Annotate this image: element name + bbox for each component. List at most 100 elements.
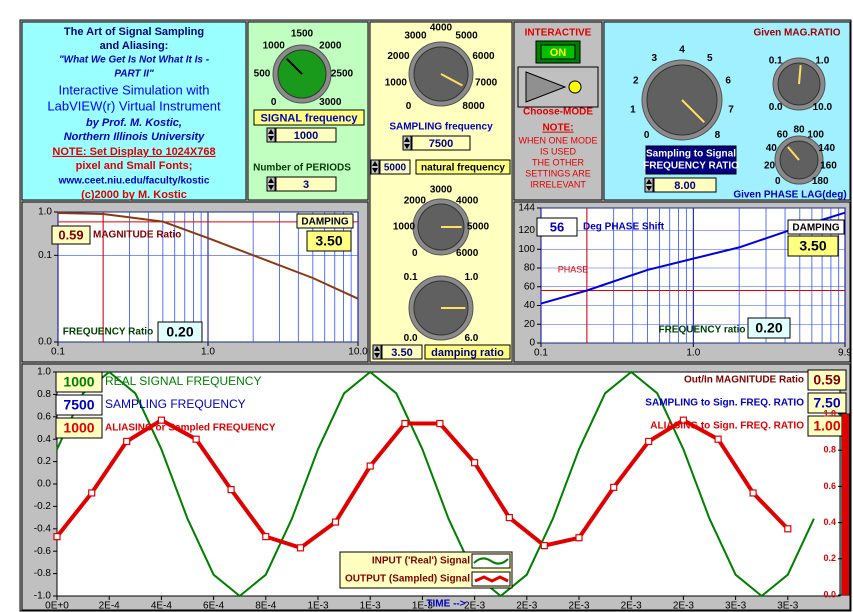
knob-scale-label: 10.0	[813, 102, 833, 113]
x-tick-label: 0.1	[51, 347, 65, 358]
knob-scale-label: 0	[775, 176, 781, 187]
x-tick-label: 2E-4	[99, 601, 121, 612]
readout-label: ALIASING or Sampled FREQUENCY	[105, 423, 276, 434]
knob-scale-label: 7000	[475, 78, 498, 89]
title-line: (c)2000 by M. Kostic	[81, 189, 187, 201]
sample-point	[54, 534, 60, 540]
knob-scale-label: 8	[715, 130, 721, 141]
y-tick-label: 0.4	[37, 434, 51, 445]
knob-scale-label: 100	[807, 130, 824, 141]
x-tick-label: 1.0	[201, 347, 215, 358]
knob-scale-label: 1.0	[815, 55, 829, 66]
y-tick-label: 120	[518, 225, 535, 236]
natural-frequency-label: natural frequency	[421, 163, 505, 174]
phase-shift-value: 56	[550, 219, 564, 234]
gauge-label: 1.0	[823, 408, 836, 418]
x-tick-label: 8E-4	[255, 601, 277, 612]
gauge-fill	[842, 414, 849, 595]
y-tick-label: 1.0	[38, 207, 52, 218]
sample-point	[124, 438, 130, 444]
sample-point	[437, 421, 443, 427]
sample-point	[472, 460, 478, 466]
frequency-label: FREQUENCY Ratio	[63, 327, 153, 338]
x-tick-label: 2E-3	[516, 601, 538, 612]
knob-scale-label: 6.0	[464, 333, 478, 344]
knob-scale-label: 5	[707, 53, 713, 64]
gauge-label: 0.2	[823, 553, 836, 563]
x-tick-label: 3E-3	[777, 601, 799, 612]
readout-label: Out/In MAGNITUDE Ratio	[684, 375, 804, 386]
sample-point	[367, 463, 373, 469]
sample-point	[332, 519, 338, 525]
x-tick-label: 1.0	[686, 348, 700, 359]
ratio-label: FREQUENCY RATIO	[643, 161, 739, 172]
knob-scale-label: 80	[793, 125, 805, 136]
knob-scale-label: 20	[764, 160, 776, 171]
knob-scale-label: 160	[820, 160, 837, 171]
mag-title: Given MAG.RATIO	[753, 28, 840, 39]
damping-label: DAMPING	[792, 223, 839, 234]
frequency-label: FREQUENCY ratio	[658, 325, 745, 336]
sample-point	[263, 534, 269, 540]
knob-scale-label: 0	[406, 101, 412, 112]
knob-scale-label: 4	[679, 45, 685, 56]
on-button: ON	[550, 47, 567, 59]
ratio-label: Sampling to Signal	[646, 149, 736, 160]
periods-label: Number of PERIODS	[253, 163, 351, 174]
mode-label: Choose-MODE	[523, 107, 593, 118]
note-line: SETTINGS ARE	[525, 168, 591, 178]
knob-scale-label: 6	[725, 76, 731, 87]
phase-title: Given PHASE LAG(deg)	[733, 190, 846, 201]
knob-scale-label: 1.0	[464, 272, 478, 283]
frequency-value: 0.20	[755, 320, 782, 336]
y-tick-label: 0.0	[37, 479, 51, 490]
knob-scale-label: 2000	[387, 51, 410, 62]
title-line: pixel and Small Fonts;	[76, 160, 193, 172]
readout-value: 0.59	[813, 372, 840, 388]
x-tick-label: 9.9	[838, 348, 852, 359]
knob-scale-label: 7	[728, 104, 734, 115]
gauge-label: 0.0	[823, 589, 836, 599]
knob-scale-label: 0	[644, 130, 650, 141]
phase-marker-label: PHASE	[558, 264, 589, 274]
sample-point	[611, 484, 617, 490]
title-line: by Prof. M. Kostic,	[86, 117, 182, 129]
knob-scale-label: 8000	[462, 101, 485, 112]
title-line: PART II"	[114, 69, 154, 80]
labview-panel: The Art of Signal Samplingand Aliasing:"…	[0, 0, 853, 612]
x-tick-label: 10.0	[348, 347, 368, 358]
x-tick-label: 0.1	[534, 348, 548, 359]
knob-scale-label: 180	[812, 176, 829, 187]
damping-label: DAMPING	[301, 217, 348, 228]
sampling-frequency-value: 7500	[429, 138, 453, 150]
knob-scale-label: 1000	[393, 222, 416, 233]
note-line: IRRELEVANT	[530, 179, 586, 189]
interactive-title: INTERACTIVE	[525, 28, 592, 39]
note-title: NOTE:	[542, 123, 573, 134]
y-tick-label: 40	[524, 300, 536, 311]
damping-value: 3.50	[315, 233, 342, 249]
x-tick-label: 2E-3	[568, 601, 590, 612]
y-tick-label: 0.2	[37, 456, 51, 467]
title-line: "What We Get Is Not What It Is -	[59, 55, 210, 66]
knob-scale-label: 0	[412, 248, 418, 259]
knob-scale-label: 140	[818, 143, 835, 154]
magnitude-value: 0.59	[58, 227, 83, 242]
x-tick-label: 1E-3	[360, 601, 382, 612]
y-tick-label: 0.0	[38, 337, 52, 348]
knob-scale-label: 2500	[331, 69, 354, 80]
knob-scale-label: 2	[633, 76, 639, 87]
knob-scale-label: 0.1	[769, 55, 783, 66]
y-tick-label: 1.0	[37, 367, 51, 378]
knob-scale-label: 1500	[291, 29, 314, 40]
readout-value: 1000	[63, 374, 94, 390]
time-label: TIME -->	[426, 599, 465, 610]
sample-point	[576, 535, 582, 541]
knob-scale-label: 6000	[472, 51, 495, 62]
y-tick-label: 60	[524, 281, 536, 292]
damping-value: 3.50	[799, 238, 826, 254]
knob-scale-label: 2000	[404, 195, 427, 206]
sample-point	[506, 515, 512, 521]
knob-scale-label: 1000	[263, 40, 286, 51]
y-tick-label: 0.6	[37, 411, 51, 422]
